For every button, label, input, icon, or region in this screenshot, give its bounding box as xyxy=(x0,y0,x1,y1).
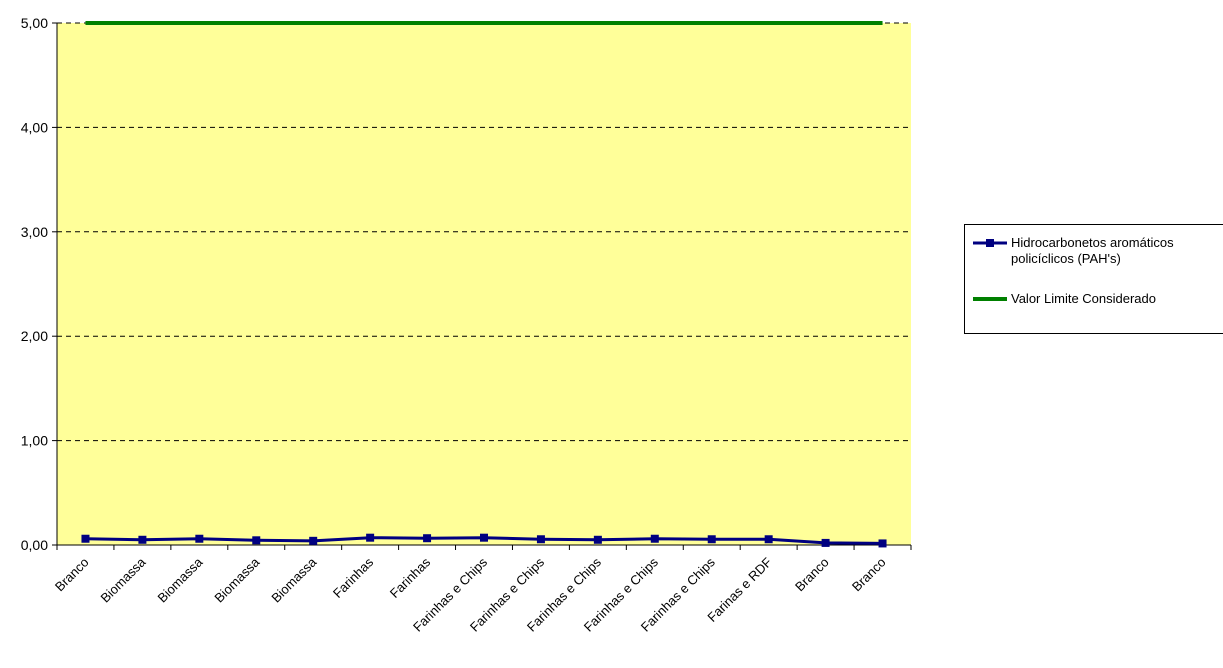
x-tick-label: Biomassa xyxy=(211,554,263,606)
data-point xyxy=(423,534,432,543)
data-point xyxy=(252,536,261,545)
y-tick-label: 4,00 xyxy=(21,119,48,135)
x-tick-label: Farinhas xyxy=(330,554,377,601)
plot-area xyxy=(57,23,911,545)
legend-label-pah: Hidrocarbonetos aromáticos policíclicos … xyxy=(1011,235,1174,266)
data-point xyxy=(650,534,659,543)
x-tick-label: Branco xyxy=(792,555,832,595)
data-point xyxy=(764,535,773,544)
x-tick-label: Branco xyxy=(849,555,889,595)
y-tick-label: 1,00 xyxy=(21,433,48,449)
legend-item-pah: Hidrocarbonetos aromáticos policíclicos … xyxy=(971,235,1221,267)
data-point xyxy=(480,533,488,542)
legend-swatch-pah xyxy=(971,235,1011,251)
y-tick-label: 5,00 xyxy=(21,15,48,31)
data-point xyxy=(593,535,602,544)
data-point xyxy=(878,539,887,548)
data-point xyxy=(536,535,545,544)
data-point xyxy=(138,535,147,544)
x-tick-label: Branco xyxy=(52,555,92,595)
y-tick-label: 3,00 xyxy=(21,224,48,240)
x-tick-label: Biomassa xyxy=(268,554,320,606)
y-tick-label: 2,00 xyxy=(21,328,48,344)
data-point xyxy=(309,536,318,545)
chart-legend: Hidrocarbonetos aromáticos policíclicos … xyxy=(964,224,1223,334)
x-tick-label: Farinhas xyxy=(387,554,434,601)
legend-swatch-limit xyxy=(971,291,1011,307)
data-point xyxy=(81,534,90,543)
x-tick-label: Biomassa xyxy=(98,554,150,606)
legend-item-limit: Valor Limite Considerado xyxy=(971,291,1221,307)
data-point xyxy=(366,533,375,542)
legend-label-limit: Valor Limite Considerado xyxy=(1011,291,1156,306)
x-tick-label: Biomassa xyxy=(154,554,206,606)
y-tick-label: 0,00 xyxy=(21,537,48,553)
data-point xyxy=(821,538,830,547)
data-point xyxy=(195,534,204,543)
data-point xyxy=(707,535,716,544)
